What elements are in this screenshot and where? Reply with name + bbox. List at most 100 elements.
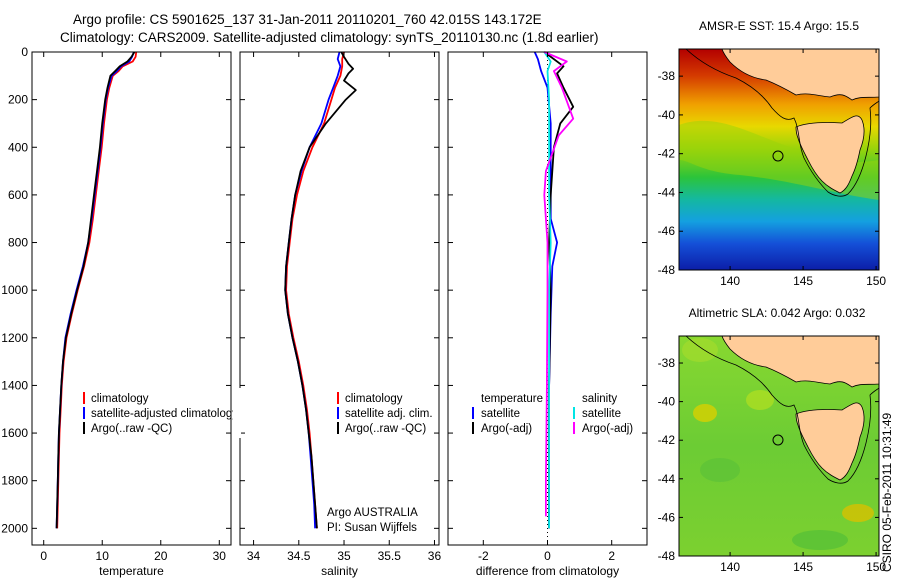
- legend-label-satellite-adjusted: satellite adj. clim.: [345, 408, 433, 420]
- annotation-pi-name: PI: Susan Wijffels: [327, 522, 417, 534]
- series-line-argo-raw-qc-: [284, 51, 357, 529]
- map-x-tick-label: 140: [720, 274, 740, 288]
- series-line-salinity-argo-adj-: [543, 51, 575, 517]
- y-tick-label: 1600: [1, 426, 28, 440]
- y-tick-label: 1200: [1, 331, 28, 345]
- sla-mainland: [721, 336, 879, 388]
- x-tick-label: 0: [544, 549, 551, 563]
- salinity-legend: climatology satellite adj. clim. Argo(..…: [327, 392, 433, 534]
- temperature-legend: climatology satellite-adjusted climatolo…: [83, 388, 241, 438]
- map-x-tick-label: 140: [720, 560, 740, 574]
- sla-argo-marker: [772, 434, 784, 446]
- series-line-satellite-adjusted-climatology: [55, 51, 135, 529]
- legend-label-sal-satellite: satellite: [582, 408, 621, 420]
- plot-frame: [239, 51, 440, 546]
- figure-title-line1: Argo profile: CS 5901625_137 31-Jan-2011…: [73, 12, 542, 27]
- map-y-tick-label: -40: [658, 108, 676, 122]
- map-y-tick-label: -42: [658, 433, 676, 447]
- plot-frame: [31, 51, 232, 546]
- y-tick-label: 1800: [1, 474, 28, 488]
- sla-anomaly: [693, 404, 717, 422]
- map-y-tick-label: -46: [658, 510, 676, 524]
- sla-map: 140 145 150 -38 -40 -42 -44 -46 -48: [658, 335, 886, 574]
- map-x-tick-label: 150: [866, 560, 886, 574]
- legend-label-sal-argo: Argo(-adj): [582, 423, 633, 435]
- sla-anomaly: [746, 390, 774, 410]
- sla-anomaly: [682, 338, 718, 362]
- sst-map-title: AMSR-E SST: 15.4 Argo: 15.5: [699, 19, 859, 33]
- sst-shelf-contour: [685, 49, 879, 197]
- legend-label-satellite-adjusted: satellite-adjusted climatology: [91, 408, 238, 420]
- x-tick-label: 30: [213, 549, 227, 563]
- legend-title-temperature: temperature: [481, 393, 543, 405]
- legend-clip-mask: [233, 388, 241, 438]
- map-y-tick-label: -48: [658, 549, 676, 563]
- legend-label-temp-argo: Argo(-adj): [481, 423, 532, 435]
- series-line-salinity-satellite: [543, 51, 552, 529]
- x-tick-label: 34: [247, 549, 261, 563]
- y-tick-label: 400: [8, 140, 28, 154]
- sla-anomaly: [842, 504, 874, 522]
- map-y-tick-label: -48: [658, 263, 676, 277]
- map-y-tick-label: -46: [658, 224, 676, 238]
- legend-label-argo: Argo(..raw -QC): [91, 423, 172, 435]
- y-tick-label: 600: [8, 188, 28, 202]
- x-tick-label: 36: [428, 549, 442, 563]
- salinity-panel: 34 34.5 35 35.5 36 salinity: [239, 51, 442, 578]
- y-tick-label: 0: [21, 45, 28, 59]
- sst-map-frame: [678, 48, 880, 271]
- timestamp-label: CSIRO 05-Feb-2011 10:31:49: [880, 412, 894, 572]
- sst-map-axes: 140 145 150 -38 -40 -42 -44 -46 -48: [658, 49, 886, 288]
- series-line-climatology: [285, 51, 345, 529]
- difference-legend: temperature satellite Argo(-adj) salinit…: [472, 393, 633, 435]
- sla-map-title: Altimetric SLA: 0.042 Argo: 0.032: [689, 306, 866, 320]
- map-y-tick-label: -44: [658, 185, 676, 199]
- x-axis-label: temperature: [99, 564, 164, 578]
- y-tick-label: 800: [8, 236, 28, 250]
- legend-label-argo: Argo(..raw -QC): [345, 423, 426, 435]
- x-tick-label: 35: [337, 549, 351, 563]
- legend-label-temp-satellite: satellite: [481, 408, 520, 420]
- y-tick-label: 200: [8, 93, 28, 107]
- sla-shelf-contour: [685, 336, 879, 484]
- sla-map-frame: [678, 335, 880, 557]
- map-y-tick-label: -38: [658, 69, 676, 83]
- x-tick-label: 10: [96, 549, 110, 563]
- sla-anomaly: [700, 458, 740, 482]
- y-tick-label: 1400: [1, 378, 28, 392]
- sla-anomaly: [792, 530, 848, 550]
- x-tick-label: 20: [154, 549, 168, 563]
- legend-label-climatology: climatology: [345, 393, 403, 405]
- y-tick-label: 1000: [1, 283, 28, 297]
- x-tick-label: -2: [478, 549, 489, 563]
- x-axis-label: salinity: [321, 564, 358, 578]
- x-tick-label: 2: [608, 549, 615, 563]
- series-line-argo-raw-qc-: [55, 51, 136, 529]
- map-y-tick-label: -44: [658, 472, 676, 486]
- x-tick-label: 34.5: [287, 549, 311, 563]
- sst-mainland: [721, 49, 879, 101]
- sst-argo-marker: [772, 150, 784, 162]
- map-y-tick-label: -40: [658, 395, 676, 409]
- map-x-tick-label: 145: [793, 274, 813, 288]
- y-tick-label: 2000: [1, 521, 28, 535]
- legend-label-climatology: climatology: [91, 393, 149, 405]
- x-tick-label: 0: [40, 549, 47, 563]
- map-y-tick-label: -42: [658, 147, 676, 161]
- temperature-panel: 0 200 400 600 800 1000 1200 1400 1600 1800 2000 0 10…: [1, 45, 232, 578]
- map-x-tick-label: 150: [866, 274, 886, 288]
- series-line-satellite-adj-clim-: [284, 51, 342, 529]
- sla-map-axes: 140 145 150 -38 -40 -42 -44 -46 -48: [658, 336, 886, 574]
- annotation-argo-australia: Argo AUSTRALIA: [327, 507, 418, 519]
- map-y-tick-label: -38: [658, 356, 676, 370]
- legend-title-salinity: salinity: [582, 393, 617, 405]
- x-axis-label: difference from climatology: [476, 564, 619, 578]
- map-x-tick-label: 145: [793, 560, 813, 574]
- series-line-climatology: [56, 51, 138, 529]
- sst-tasmania: [795, 115, 865, 194]
- figure-title-line2: Climatology: CARS2009. Satellite-adjuste…: [60, 30, 599, 45]
- sst-map: 140 145 150 -38 -40 -42 -44 -46 -48: [658, 48, 886, 288]
- x-tick-label: 35.5: [378, 549, 402, 563]
